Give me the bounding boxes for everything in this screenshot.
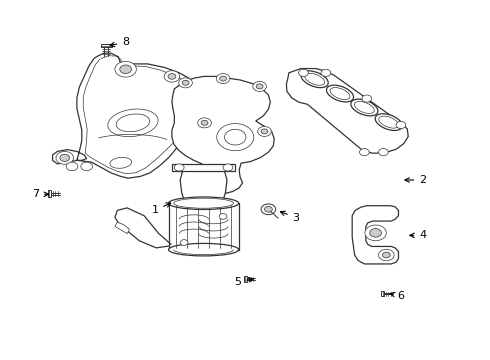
Circle shape <box>365 225 386 241</box>
Ellipse shape <box>379 116 399 128</box>
Circle shape <box>223 164 233 171</box>
Ellipse shape <box>326 85 354 102</box>
Ellipse shape <box>110 157 132 168</box>
Polygon shape <box>115 222 129 234</box>
Polygon shape <box>100 44 112 47</box>
Ellipse shape <box>305 73 324 85</box>
Circle shape <box>382 252 390 258</box>
Ellipse shape <box>108 109 158 137</box>
Circle shape <box>321 69 331 76</box>
Circle shape <box>81 162 93 171</box>
Ellipse shape <box>169 243 239 256</box>
Circle shape <box>217 123 254 151</box>
Polygon shape <box>180 169 227 203</box>
Polygon shape <box>48 190 50 197</box>
Polygon shape <box>352 206 398 264</box>
Circle shape <box>220 76 226 81</box>
Circle shape <box>370 229 381 237</box>
Circle shape <box>378 249 394 261</box>
Ellipse shape <box>375 114 402 130</box>
Circle shape <box>198 118 211 128</box>
Circle shape <box>396 121 406 129</box>
Text: 7: 7 <box>32 189 49 199</box>
Circle shape <box>179 78 193 88</box>
Ellipse shape <box>169 197 239 210</box>
Circle shape <box>378 149 388 156</box>
Polygon shape <box>172 76 274 194</box>
Circle shape <box>256 84 263 89</box>
Circle shape <box>362 95 372 102</box>
Circle shape <box>180 240 188 246</box>
Ellipse shape <box>301 71 328 87</box>
Text: 4: 4 <box>410 230 426 240</box>
Circle shape <box>258 126 271 136</box>
Circle shape <box>360 149 369 156</box>
Text: 2: 2 <box>405 175 426 185</box>
Circle shape <box>261 204 276 215</box>
Circle shape <box>298 69 308 76</box>
Ellipse shape <box>174 198 233 208</box>
Circle shape <box>265 206 272 212</box>
Ellipse shape <box>354 102 374 113</box>
Text: 5: 5 <box>234 277 253 287</box>
Circle shape <box>115 62 136 77</box>
Circle shape <box>174 164 184 171</box>
Circle shape <box>219 213 227 219</box>
Circle shape <box>216 73 230 84</box>
Ellipse shape <box>116 114 149 132</box>
Polygon shape <box>169 203 239 249</box>
Circle shape <box>201 120 208 125</box>
Circle shape <box>56 152 74 164</box>
Text: 3: 3 <box>280 211 300 222</box>
Polygon shape <box>52 53 203 178</box>
Polygon shape <box>381 291 384 297</box>
Polygon shape <box>287 68 408 153</box>
Text: 8: 8 <box>110 37 129 48</box>
Ellipse shape <box>330 87 350 100</box>
Polygon shape <box>172 164 235 171</box>
Circle shape <box>164 71 180 82</box>
Circle shape <box>224 129 246 145</box>
Circle shape <box>66 162 78 171</box>
Circle shape <box>253 81 267 91</box>
Circle shape <box>60 154 70 161</box>
Ellipse shape <box>351 99 378 116</box>
Circle shape <box>168 73 176 79</box>
Circle shape <box>261 129 268 134</box>
Text: 1: 1 <box>151 203 171 215</box>
Text: 6: 6 <box>390 291 404 301</box>
Polygon shape <box>244 276 246 282</box>
Circle shape <box>182 80 189 85</box>
Circle shape <box>120 65 131 73</box>
